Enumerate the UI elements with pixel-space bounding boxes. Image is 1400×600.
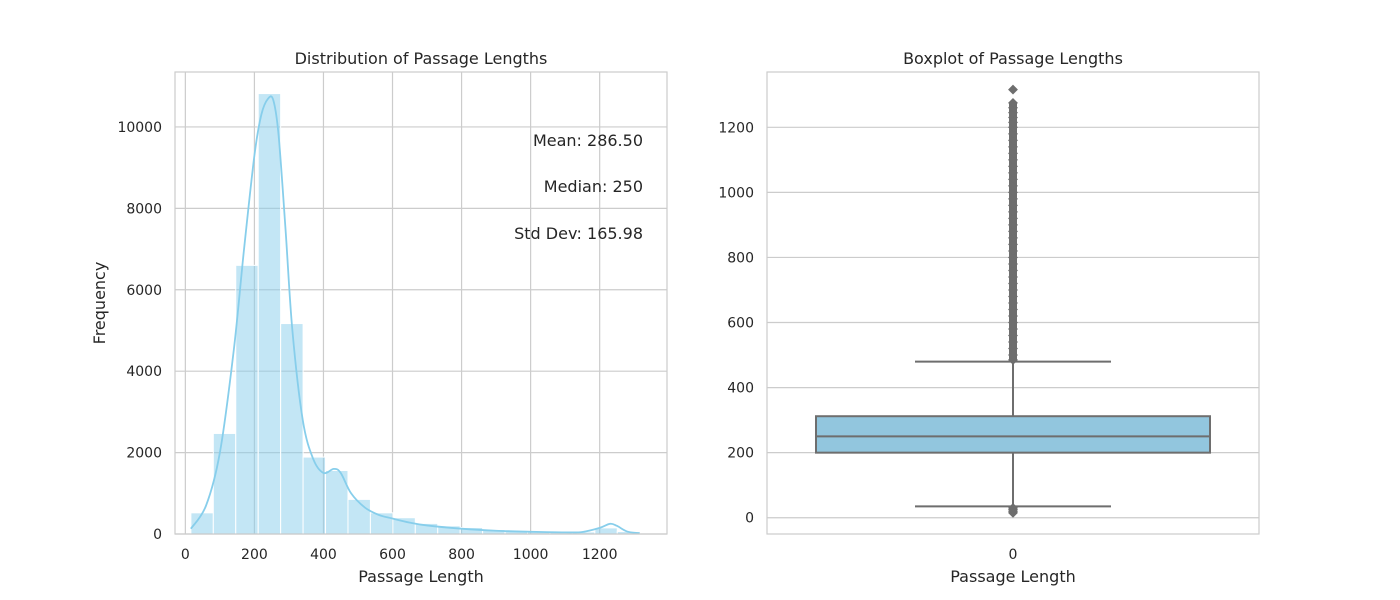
outlier-point	[1008, 330, 1018, 341]
outlier-point	[1008, 285, 1018, 295]
histogram-bar	[212, 432, 237, 535]
histogram-x-tick-label: 600	[379, 547, 406, 563]
outlier-point	[1008, 324, 1018, 334]
boxplot-y-tick-label: 600	[727, 316, 754, 332]
boxplot-y-tick-label: 400	[727, 381, 754, 397]
outlier-point	[1008, 226, 1018, 237]
outlier-point	[1008, 317, 1018, 328]
histogram-axes-frame	[174, 71, 668, 535]
boxplot-title: Boxplot of Passage Lengths	[903, 49, 1123, 68]
histogram-x-tick-label: 1000	[513, 547, 549, 563]
outlier-point	[1008, 278, 1018, 289]
boxplot-axes-frame	[766, 71, 1260, 535]
histogram-x-axis-label: Passage Length	[358, 567, 483, 586]
boxplot-y-tick-label: 1000	[718, 185, 754, 201]
histogram-x-tick-label: 0	[181, 547, 190, 563]
outlier-point	[1008, 180, 1018, 191]
outlier-point	[1008, 252, 1018, 263]
outlier-point	[1008, 97, 1018, 108]
histogram-y-tick-label: 0	[153, 527, 162, 543]
outlier-point	[1008, 135, 1018, 146]
histogram-x-tick-label: 800	[448, 547, 475, 563]
boxplot-y-tick-label: 0	[745, 511, 754, 527]
histogram-x-ticks: 0 200 400 600 800 1000 1200	[181, 547, 618, 563]
outlier-point	[1008, 259, 1018, 269]
outlier-point	[1008, 154, 1018, 165]
outlier-point	[1008, 246, 1018, 256]
boxplot-x-tick-label: 0	[1009, 547, 1018, 563]
outlier-point	[1008, 272, 1018, 282]
outlier-point	[1008, 84, 1018, 95]
outlier-point	[1008, 187, 1018, 198]
histogram-x-tick-label: 1200	[582, 547, 618, 563]
histogram-y-tick-label: 8000	[126, 201, 162, 217]
histogram-bar	[280, 323, 304, 535]
outlier-point	[1008, 350, 1018, 360]
boxplot-y-tick-label: 800	[727, 250, 754, 266]
outlier-point	[1008, 206, 1018, 217]
outlier-point	[1008, 337, 1018, 347]
boxplot-body	[815, 360, 1211, 508]
histogram-y-tick-label: 4000	[126, 364, 162, 380]
boxplot-outliers	[1008, 84, 1018, 518]
outlier-point	[1008, 343, 1018, 354]
outlier-point	[1008, 239, 1018, 250]
outlier-point	[1008, 213, 1018, 224]
outlier-point	[1008, 503, 1018, 513]
histogram-bar	[302, 456, 327, 535]
histogram-y-tick-label: 6000	[126, 283, 162, 299]
kde-curve	[190, 95, 640, 535]
outlier-point	[1008, 304, 1018, 315]
outlier-point	[1008, 174, 1018, 185]
histogram-title: Distribution of Passage Lengths	[295, 49, 548, 68]
histogram-panel: Distribution of Passage Lengths 0 200 400 6…	[90, 49, 668, 586]
histogram-y-tick-label: 10000	[117, 120, 162, 136]
histogram-x-tick-label: 200	[241, 547, 268, 563]
boxplot-x-axis-label: Passage Length	[950, 567, 1075, 586]
outlier-point	[1008, 311, 1018, 321]
boxplot-y-tick-label: 200	[727, 446, 754, 462]
outlier-point	[1008, 167, 1018, 178]
outlier-point	[1008, 291, 1018, 302]
boxplot-panel: Boxplot of Passage Lengths 0 200 400 600 800…	[718, 49, 1260, 586]
histogram-x-tick-label: 400	[310, 547, 337, 563]
outlier-point	[1008, 200, 1018, 211]
outlier-point	[1008, 298, 1018, 308]
outlier-point	[1008, 193, 1018, 204]
outlier-point	[1008, 128, 1018, 139]
mean-annotation: Mean: 286.50	[533, 131, 643, 150]
median-annotation: Median: 250	[544, 177, 643, 196]
outlier-point	[1008, 265, 1018, 276]
histogram-bar	[257, 93, 282, 535]
histogram-y-tick-label: 2000	[126, 446, 162, 462]
outlier-point	[1008, 141, 1018, 152]
histogram-bars	[190, 93, 641, 535]
boxplot-y-ticks: 0 200 400 600 800 1000 1200	[718, 120, 754, 526]
outlier-point	[1008, 233, 1018, 243]
outlier-point	[1008, 161, 1018, 172]
histogram-bar	[347, 498, 371, 535]
interquartile-box	[815, 415, 1211, 454]
histogram-y-axis-label: Frequency	[90, 262, 109, 345]
outlier-point	[1008, 148, 1018, 159]
outlier-point	[1008, 219, 1018, 230]
std-dev-annotation: Std Dev: 165.98	[514, 224, 643, 243]
histogram-y-ticks: 0 2000 4000 6000 8000 10000	[117, 120, 162, 543]
boxplot-y-tick-label: 1200	[718, 120, 754, 136]
